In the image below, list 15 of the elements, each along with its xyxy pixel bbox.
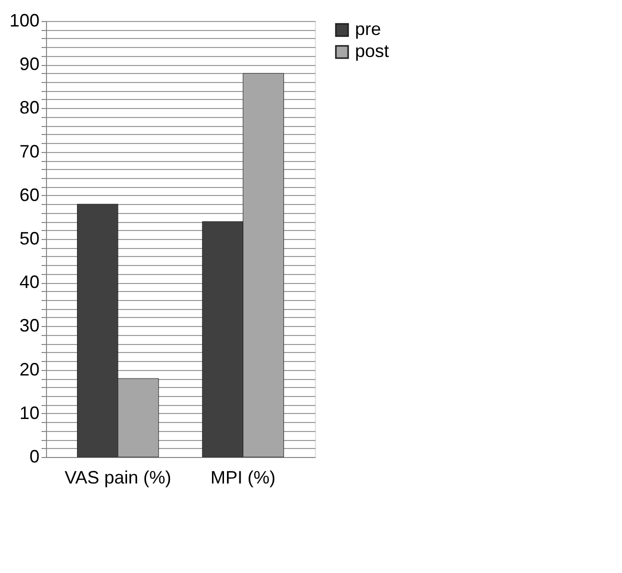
y-tick-label: 80 (19, 98, 40, 118)
y-tick-label: 40 (19, 272, 40, 292)
y-tick-label: 20 (19, 359, 40, 380)
y-tick-label: 90 (19, 54, 40, 74)
y-tick-label: 0 (29, 446, 40, 466)
y-tick-label: 10 (19, 402, 40, 423)
legend-label: post (355, 41, 390, 61)
y-tick-label: 60 (19, 184, 40, 205)
y-tick-label: 70 (19, 141, 40, 162)
legend-label: pre (355, 19, 382, 39)
x-tick-label: MPI (%) (210, 468, 276, 488)
y-tick-label: 100 (9, 10, 40, 30)
x-tick-label: VAS pain (%) (64, 468, 172, 488)
y-tick-label: 30 (19, 316, 40, 336)
y-tick-label: 50 (19, 228, 40, 248)
